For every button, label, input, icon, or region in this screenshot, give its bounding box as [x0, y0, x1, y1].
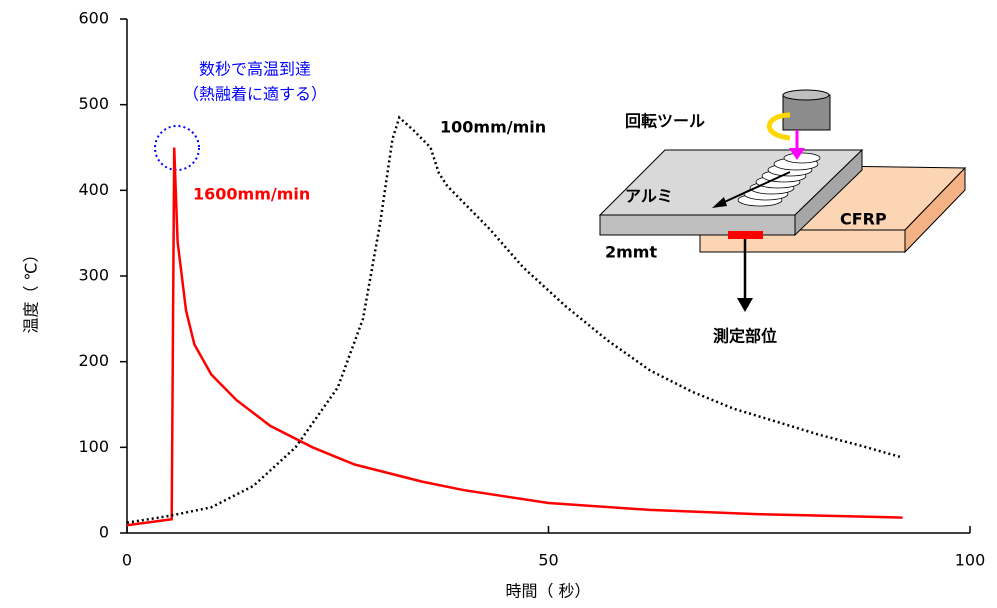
series-label: 100mm/min: [440, 118, 546, 137]
y-tick-label: 400: [78, 180, 109, 199]
x-tick-label: 100: [955, 551, 986, 570]
series-label: 1600mm/min: [193, 185, 310, 204]
label-thickness: 2mmt: [605, 243, 657, 262]
peak-circle: [155, 126, 199, 170]
annotation: 数秒で高温到達: [199, 60, 311, 79]
x-tick-label: 50: [538, 551, 558, 570]
label-measure: 測定部位: [713, 327, 777, 346]
chart: 時間（ 秒） 温度（ ℃） 回転ツール アルミ CFRP 2mmt 測定部位 数…: [0, 0, 997, 608]
label-al: アルミ: [625, 187, 673, 206]
label-cfrp: CFRP: [840, 210, 887, 229]
annotation: （熱融着に適する）: [183, 85, 327, 104]
diagram: 回転ツール アルミ CFRP 2mmt 測定部位: [600, 90, 965, 346]
al-front: [600, 215, 795, 235]
tool-top: [783, 90, 829, 100]
y-tick-label: 300: [78, 266, 109, 285]
label-tool: 回転ツール: [625, 112, 705, 131]
sensor-arrowhead: [737, 298, 753, 312]
y-tick-label: 600: [78, 9, 109, 28]
sensor: [728, 231, 763, 239]
y-tick-label: 500: [78, 94, 109, 113]
x-axis-label: 時間（ 秒）: [505, 582, 590, 601]
y-tick-label: 200: [78, 351, 109, 370]
y-tick-label: 100: [78, 437, 109, 456]
y-axis-label: 温度（ ℃）: [22, 246, 41, 333]
x-tick-label: 0: [122, 551, 132, 570]
page: {"chart_data": {"type": "line", "xlabel"…: [0, 0, 997, 608]
y-tick-label: 0: [99, 523, 109, 542]
